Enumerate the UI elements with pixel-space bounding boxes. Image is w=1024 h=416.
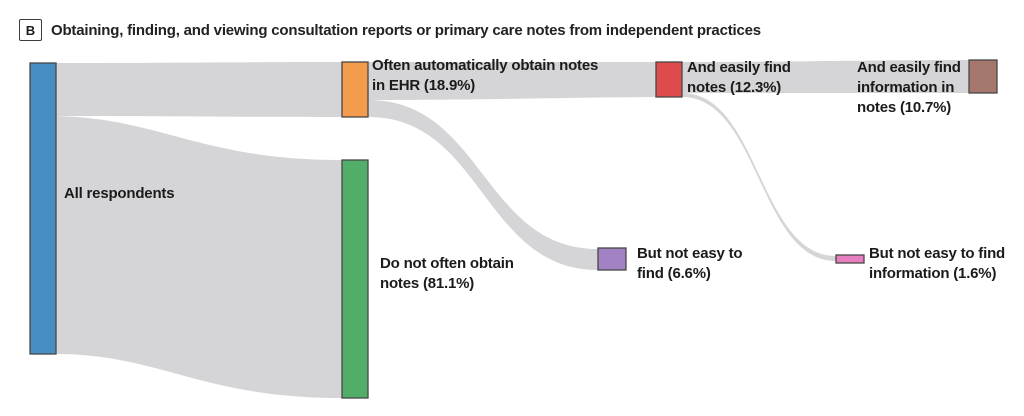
panel-label-box: B bbox=[19, 19, 42, 41]
label-all-respondents: All respondents bbox=[64, 184, 175, 204]
label-line: And easily find bbox=[857, 59, 961, 76]
node-easily-find-info bbox=[968, 59, 998, 94]
node-easily-find-notes bbox=[655, 61, 683, 98]
flow-easy-notes-to-easy-info bbox=[682, 60, 969, 93]
flow-often-to-not-easy-find bbox=[368, 100, 598, 270]
panel-label: B bbox=[25, 22, 36, 38]
node-not-easy-find bbox=[597, 247, 627, 271]
label-line: notes (12.3%) bbox=[687, 79, 782, 96]
label-line: information in bbox=[857, 79, 955, 96]
label-line: in EHR (18.9%) bbox=[372, 77, 476, 94]
flow-all-to-not-often bbox=[56, 116, 342, 398]
label-line: But not easy to bbox=[637, 245, 743, 262]
flow-all-to-often bbox=[56, 62, 342, 117]
label-not-often-obtain: Do not often obtain notes (81.1%) bbox=[380, 254, 514, 294]
label-not-easy-find: But not easy to find (6.6%) bbox=[637, 244, 743, 284]
node-not-easy-find-info bbox=[835, 254, 865, 264]
label-often-obtain: Often automatically obtain notes in EHR … bbox=[372, 56, 598, 96]
label-line: find (6.6%) bbox=[637, 265, 711, 282]
label-easily-find-notes: And easily find notes (12.3%) bbox=[687, 58, 791, 98]
label-line: notes (10.7%) bbox=[857, 99, 952, 116]
label-line: But not easy to find bbox=[869, 245, 1005, 262]
label-not-easy-find-info: But not easy to find information (1.6%) bbox=[869, 244, 1005, 284]
label-easily-find-info: And easily find information in notes (10… bbox=[857, 58, 961, 118]
flow-often-to-easy-notes bbox=[368, 62, 656, 100]
label-line: notes (81.1%) bbox=[380, 275, 475, 292]
flow-easy-notes-to-not-easy-info bbox=[682, 93, 836, 261]
label-line: Do not often obtain bbox=[380, 255, 514, 272]
node-often-obtain bbox=[341, 61, 369, 118]
label-line: And easily find bbox=[687, 59, 791, 76]
figure-title: Obtaining, finding, and viewing consulta… bbox=[51, 21, 761, 39]
node-all-respondents bbox=[29, 62, 57, 355]
label-line: information (1.6%) bbox=[869, 265, 997, 282]
node-not-often-obtain bbox=[341, 159, 369, 399]
label-line: Often automatically obtain notes bbox=[372, 57, 599, 74]
figure-header: B Obtaining, finding, and viewing consul… bbox=[19, 19, 761, 41]
label-line: All respondents bbox=[64, 185, 175, 202]
